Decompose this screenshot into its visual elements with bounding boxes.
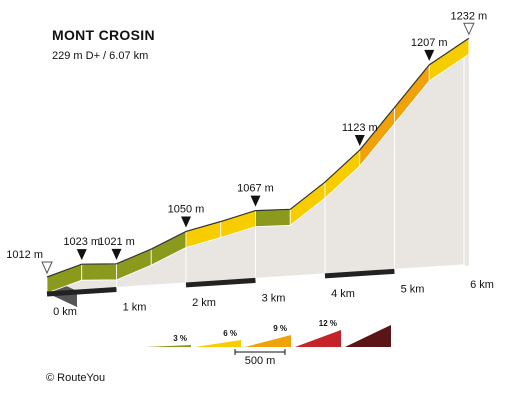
distance-tick-label: 4 km	[331, 288, 355, 300]
elevation-marker-filled	[76, 249, 87, 261]
legend-grade-swatch	[145, 345, 191, 347]
legend-grade-swatch	[295, 330, 341, 347]
axis-bar-segment	[394, 264, 465, 274]
elevation-marker-hollow	[463, 22, 475, 36]
elevation-marker-label: 1023 m	[63, 236, 100, 248]
routeyou-credit: © RouteYou	[46, 372, 106, 384]
elevation-marker-filled	[111, 248, 122, 260]
legend-grade-label: 3 %	[173, 334, 187, 343]
elevation-marker-label: 1067 m	[237, 183, 274, 195]
profile-top-outline	[46, 37, 470, 278]
elevation-marker-hollow	[41, 261, 53, 275]
distance-tick-label: 5 km	[401, 283, 425, 295]
axis-bar-segment	[255, 273, 326, 283]
elevation-marker-filled	[354, 135, 365, 147]
distance-tick-label: 6 km	[470, 279, 494, 291]
legend-grade-label: 9 %	[273, 324, 287, 333]
profile-segment	[255, 208, 291, 228]
legend-grade-label: 6 %	[223, 329, 237, 338]
profile-ribbon	[46, 37, 470, 307]
elevation-marker-filled	[250, 195, 261, 207]
distance-axis: 0 km 1 km 2 km 3 km 4 km 5 km 6 km	[46, 264, 494, 318]
elevation-marker-label: 1012 m	[6, 249, 43, 261]
chart-title: MONT CROSIN	[52, 27, 155, 43]
profile-side-wall	[47, 54, 469, 293]
elevation-marker-filled	[181, 216, 191, 228]
legend-grade-swatch	[195, 340, 241, 347]
elevation-marker-label: 1232 m	[451, 10, 488, 22]
distance-tick-label: 2 km	[192, 297, 216, 309]
scale-bar-label: 500 m	[245, 355, 276, 367]
legend-grade-swatch	[345, 325, 391, 347]
elevation-marker-filled	[424, 49, 435, 61]
chart-subtitle: 229 m D+ / 6.07 km	[52, 50, 149, 62]
distance-tick-label: 0 km	[53, 306, 77, 318]
elevation-marker-label: 1050 m	[168, 203, 205, 215]
legend-grade-swatch	[245, 335, 291, 347]
profile-segment	[81, 263, 117, 281]
grade-legend: 3 % 6 % 9 % 12 % 500 m	[145, 319, 391, 367]
profile-side-area	[47, 54, 469, 293]
axis-bar-segment	[324, 268, 395, 279]
axis-bar-segment	[185, 277, 256, 288]
legend-grade-label: 12 %	[319, 319, 337, 328]
axis-bar-segment	[116, 282, 187, 292]
distance-tick-label: 1 km	[123, 301, 147, 313]
axis-bar-segment	[46, 286, 117, 297]
elevation-marker-label: 1123 m	[342, 122, 378, 134]
elevation-marker-label: 1207 m	[411, 37, 448, 49]
distance-tick-label: 3 km	[262, 292, 286, 304]
elevation-marker-label: 1021 m	[98, 236, 135, 248]
